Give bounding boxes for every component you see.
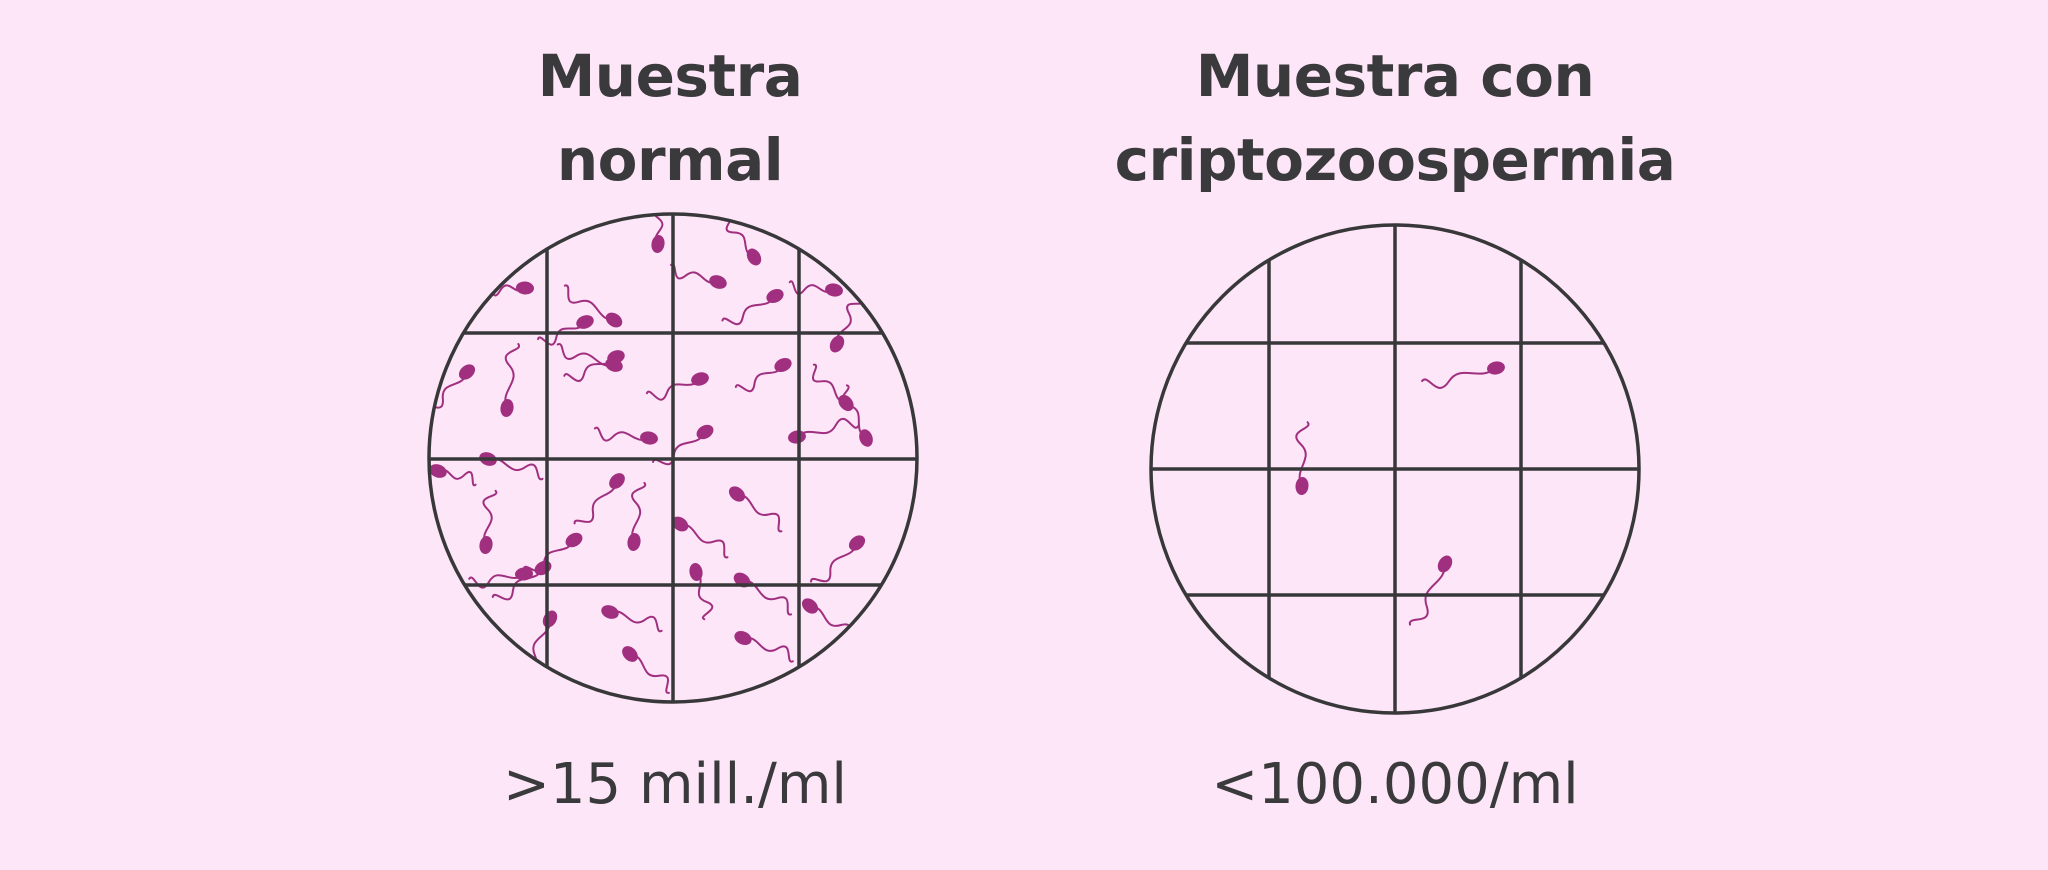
sperm-cell-18 [788, 417, 860, 444]
sperm-cell-7 [788, 280, 843, 297]
cryptozoospermia-sample-title-line1: Muestra con [1195, 42, 1595, 110]
sperm-cell-33 [689, 563, 714, 621]
normal-sample-field [427, 212, 919, 704]
sperm-cell-21 [479, 452, 544, 481]
normal-sample-sperm-group [429, 214, 873, 694]
sperm-cell-11 [429, 364, 476, 409]
sperm-cell-5 [670, 263, 727, 289]
sperm-cell-26 [627, 481, 647, 551]
sperm-cell-b3 [1408, 555, 1453, 626]
sperm-cell-6 [721, 288, 784, 326]
cryptozoospermia-circle [1149, 223, 1641, 715]
normal-sample-grid [429, 214, 917, 702]
cryptozoospermia-sperm-group [1295, 361, 1505, 626]
cryptozoospermia-sample-title-line2: criptozoospermia [1114, 126, 1676, 194]
sperm-cell-38 [429, 464, 477, 487]
cryptozoospermia-field [1149, 223, 1641, 715]
sperm-cell-32 [801, 598, 854, 643]
sperm-cell-19 [652, 424, 714, 466]
sperm-cell-35 [734, 630, 794, 663]
sperm-cell-b2 [1295, 421, 1310, 495]
cryptozoospermia-concentration: <100.000/ml [1211, 752, 1579, 817]
sperm-cell-28 [810, 535, 866, 583]
sperm-cell-37 [468, 567, 533, 589]
sperm-cell-3 [486, 281, 534, 297]
sperm-cell-22 [728, 486, 783, 533]
normal-sample-concentration: >15 mill./ml [503, 752, 847, 817]
sperm-cell-b1 [1421, 361, 1505, 389]
normal-sample-title-line1: Muestra [537, 42, 803, 110]
sperm-cell-34 [518, 610, 558, 672]
normal-sample-circle [427, 212, 919, 704]
sperm-cell-20 [593, 426, 658, 445]
sperm-cell-9 [537, 315, 594, 346]
sperm-cell-24 [479, 489, 498, 554]
sperm-cell-17 [840, 384, 873, 447]
sperm-cell-10 [500, 342, 521, 417]
normal-sample-title: Muestra normal [470, 34, 870, 202]
sperm-cell-1 [651, 214, 667, 253]
sperm-cell-23 [573, 473, 625, 525]
sperm-cell-30 [601, 605, 663, 633]
sperm-cell-36 [622, 646, 670, 694]
cryptozoospermia-sample-title: Muestra con criptozoospermia [1035, 34, 1755, 202]
cryptozoospermia-grid [1151, 225, 1639, 713]
normal-sample-title-line2: normal [556, 126, 784, 194]
sperm-cell-14 [734, 357, 792, 393]
sperm-cell-13 [645, 372, 709, 401]
sperm-cell-4 [563, 284, 623, 328]
sperm-cell-31 [733, 572, 793, 616]
sperm-cell-27 [671, 516, 729, 559]
sperm-cell-12 [556, 343, 623, 372]
